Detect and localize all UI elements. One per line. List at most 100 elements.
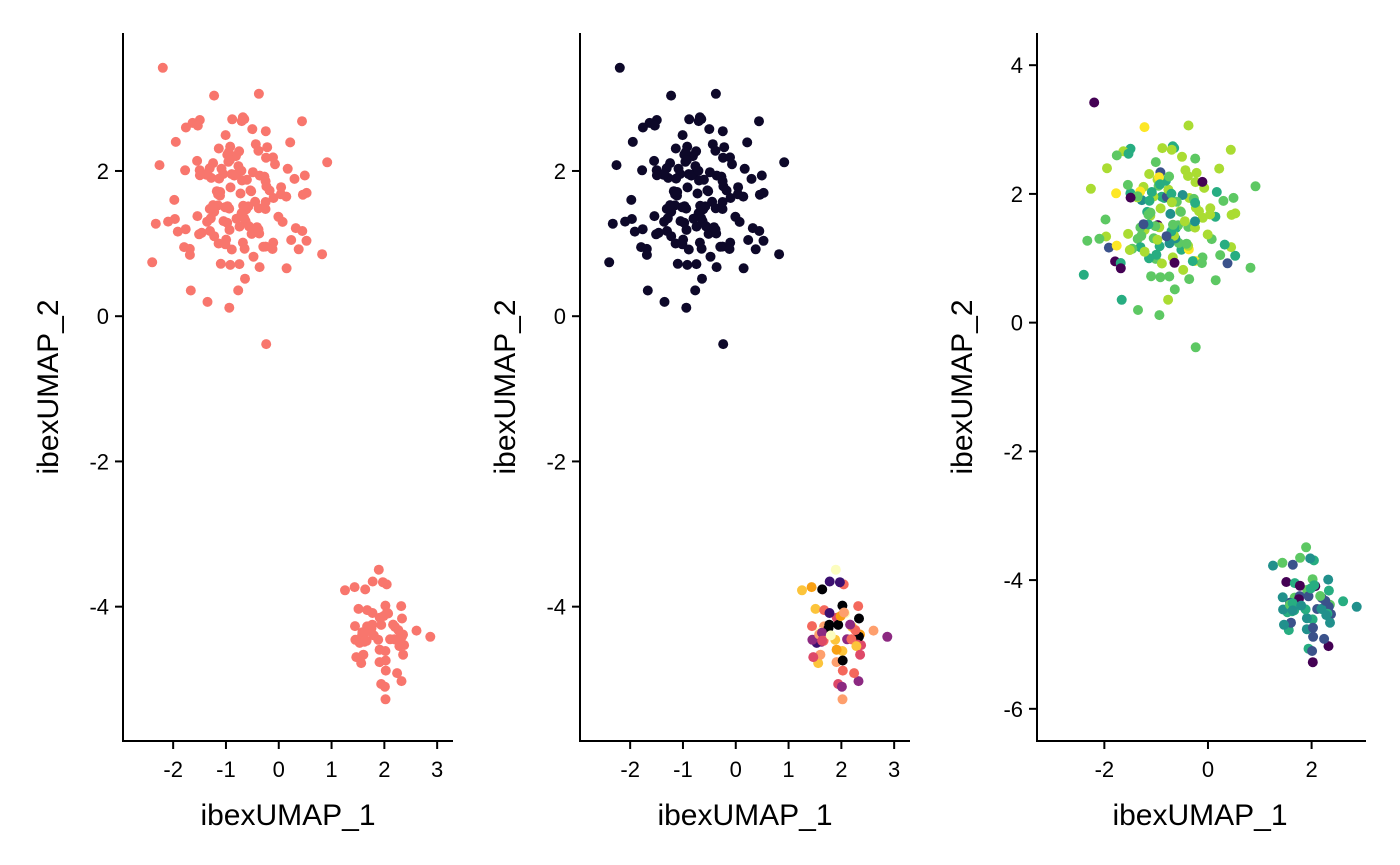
x-tick-label: -2 <box>163 757 183 782</box>
data-point <box>1315 591 1326 601</box>
data-point <box>425 631 436 642</box>
data-point <box>1164 271 1175 282</box>
data-point <box>192 155 203 166</box>
data-point <box>1115 263 1126 274</box>
data-point <box>261 339 272 350</box>
data-point <box>258 241 269 252</box>
y-tick-label: -2 <box>89 449 109 474</box>
data-point <box>154 160 165 171</box>
data-point <box>1323 641 1334 652</box>
data-point <box>194 170 205 181</box>
data-point <box>671 173 682 184</box>
data-point <box>1338 596 1349 607</box>
data-point <box>389 634 400 645</box>
data-point <box>750 244 761 255</box>
data-point <box>1145 207 1156 218</box>
data-point <box>1100 214 1111 225</box>
data-point <box>209 231 220 242</box>
data-point <box>224 155 235 166</box>
x-tick-label: 3 <box>888 757 900 782</box>
data-point <box>721 185 732 196</box>
data-point <box>1190 342 1201 353</box>
data-point <box>743 235 754 245</box>
y-ticks: -6 -4 -2 0 2 4 <box>1003 53 1037 722</box>
data-point <box>1168 219 1178 230</box>
y-tick-label: 0 <box>554 304 566 329</box>
data-point <box>1175 206 1186 217</box>
x-ticks: -2 -1 0 1 2 3 <box>163 741 443 782</box>
x-tick-label: -2 <box>1095 757 1115 782</box>
data-point <box>260 197 271 207</box>
data-point <box>681 155 692 166</box>
data-point <box>854 613 864 624</box>
data-point <box>237 175 247 186</box>
data-point <box>825 630 836 641</box>
data-point <box>260 126 271 137</box>
data-point <box>1144 195 1155 206</box>
data-point <box>659 296 670 307</box>
data-point <box>810 603 821 614</box>
data-point <box>690 285 701 296</box>
data-point <box>273 211 284 222</box>
data-point <box>254 262 265 273</box>
data-point <box>1152 234 1163 245</box>
data-point <box>1222 258 1233 269</box>
x-tick-label: 0 <box>730 757 742 782</box>
data-point <box>214 173 225 184</box>
data-point <box>1155 179 1165 190</box>
data-point <box>192 211 203 222</box>
data-point <box>1183 171 1193 181</box>
data-point <box>824 608 835 618</box>
data-point <box>221 234 232 245</box>
data-point <box>1136 230 1147 241</box>
data-point <box>817 627 827 638</box>
data-point <box>222 217 233 228</box>
umap-panel-1: -2 -1 0 1 2 3 -4 -2 0 2 ibexUMAP_1 ibexUMAP_2 <box>32 33 453 832</box>
data-point <box>379 681 390 692</box>
data-point <box>756 170 767 181</box>
data-point <box>1210 275 1221 286</box>
data-point <box>718 339 729 350</box>
data-point <box>1146 271 1157 282</box>
data-point <box>853 676 864 687</box>
data-point <box>707 196 718 207</box>
data-point <box>817 635 828 646</box>
data-point <box>293 244 304 255</box>
data-point <box>1116 294 1127 305</box>
data-point <box>1225 144 1236 155</box>
data-point <box>360 584 371 595</box>
data-point <box>704 167 715 178</box>
data-point <box>299 170 310 181</box>
y-tick-label: -4 <box>1003 568 1023 593</box>
data-point <box>1307 646 1318 656</box>
y-ticks: -4 -2 0 2 <box>89 159 123 620</box>
data-point <box>747 223 758 234</box>
data-point <box>1154 310 1165 321</box>
data-point <box>724 244 735 254</box>
data-point <box>1187 256 1198 267</box>
data-point <box>717 197 728 207</box>
data-point <box>1177 151 1187 162</box>
data-point <box>649 155 660 166</box>
y-tick-label: -2 <box>1003 439 1023 464</box>
data-point <box>1122 179 1133 190</box>
x-tick-label: -1 <box>673 757 693 782</box>
data-point <box>1303 591 1314 602</box>
data-point <box>225 259 236 270</box>
data-point <box>253 145 264 156</box>
points-group <box>147 62 436 705</box>
data-point <box>1323 574 1334 585</box>
y-axis-title: ibexUMAP_2 <box>32 299 65 474</box>
data-point <box>651 170 662 181</box>
data-point <box>397 613 407 624</box>
data-point <box>730 211 741 222</box>
y-tick-label: 2 <box>97 159 109 184</box>
data-point <box>163 216 174 227</box>
data-point <box>1308 622 1318 633</box>
data-point <box>231 213 242 224</box>
data-point <box>276 182 287 193</box>
data-point <box>172 226 183 237</box>
x-tick-label: 2 <box>1305 757 1317 782</box>
data-point <box>666 231 677 242</box>
